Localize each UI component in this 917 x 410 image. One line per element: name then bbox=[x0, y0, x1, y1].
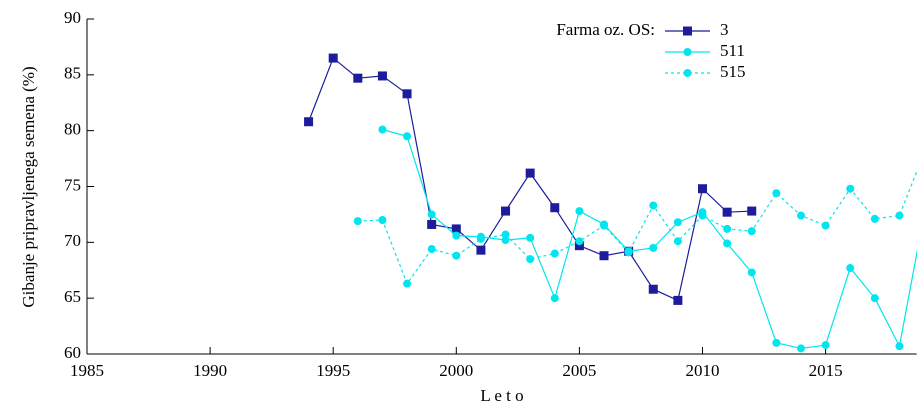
marker bbox=[476, 245, 486, 255]
marker bbox=[698, 184, 707, 194]
marker bbox=[624, 248, 633, 257]
marker bbox=[328, 53, 338, 63]
marker bbox=[870, 214, 879, 223]
marker bbox=[648, 284, 658, 294]
marker bbox=[550, 294, 559, 303]
y-tick-label: 85 bbox=[64, 64, 81, 83]
y-tick-label: 65 bbox=[64, 287, 81, 306]
marker bbox=[796, 344, 805, 353]
marker bbox=[525, 168, 535, 178]
marker bbox=[501, 206, 511, 216]
marker bbox=[772, 338, 781, 347]
x-tick-label: 2010 bbox=[686, 361, 720, 380]
marker bbox=[501, 230, 510, 239]
marker bbox=[673, 237, 682, 246]
marker bbox=[451, 224, 461, 234]
marker bbox=[649, 243, 658, 252]
x-tick-label: 1995 bbox=[316, 361, 350, 380]
y-tick-label: 75 bbox=[64, 175, 81, 194]
y-tick-label: 80 bbox=[64, 120, 81, 139]
marker bbox=[821, 221, 830, 230]
marker bbox=[600, 221, 609, 230]
marker bbox=[550, 249, 559, 258]
marker bbox=[722, 207, 732, 217]
y-axis-label: Gibanje pripravljenega semena (%) bbox=[19, 66, 38, 307]
marker bbox=[846, 184, 855, 193]
legend-title: Farma oz. OS: bbox=[556, 20, 655, 39]
plot-area bbox=[304, 53, 917, 353]
marker bbox=[895, 342, 904, 351]
x-axis-label: L e t o bbox=[480, 386, 523, 405]
x-tick-label: 2015 bbox=[809, 361, 843, 380]
marker bbox=[403, 132, 412, 141]
marker bbox=[821, 341, 830, 350]
marker bbox=[378, 125, 387, 134]
marker bbox=[673, 218, 682, 227]
marker bbox=[353, 217, 362, 226]
legend-marker bbox=[683, 48, 692, 56]
marker bbox=[427, 245, 436, 254]
marker bbox=[575, 237, 584, 246]
marker bbox=[870, 294, 879, 303]
marker bbox=[452, 251, 461, 260]
marker bbox=[501, 236, 510, 245]
marker bbox=[599, 251, 609, 261]
marker bbox=[723, 239, 732, 248]
marker bbox=[402, 89, 412, 99]
marker bbox=[673, 295, 683, 305]
marker bbox=[476, 234, 485, 243]
marker bbox=[377, 71, 387, 81]
marker bbox=[427, 219, 437, 229]
legend-label: 511 bbox=[720, 41, 745, 60]
marker bbox=[378, 216, 387, 224]
y-tick-label: 70 bbox=[64, 231, 81, 250]
marker bbox=[574, 241, 584, 251]
marker bbox=[698, 211, 707, 220]
marker bbox=[747, 227, 756, 236]
marker bbox=[747, 268, 756, 277]
marker bbox=[403, 279, 412, 288]
series-line bbox=[308, 57, 752, 302]
legend-label: 3 bbox=[720, 20, 729, 39]
marker bbox=[304, 117, 314, 127]
x-tick-label: 1990 bbox=[193, 361, 227, 380]
marker bbox=[353, 73, 363, 83]
marker bbox=[452, 231, 461, 240]
marker bbox=[796, 211, 805, 220]
legend-marker bbox=[683, 26, 692, 36]
x-tick-label: 2000 bbox=[439, 361, 473, 380]
marker bbox=[526, 233, 535, 242]
marker bbox=[895, 211, 904, 220]
series-line bbox=[382, 128, 917, 350]
y-tick-label: 90 bbox=[64, 8, 81, 27]
marker bbox=[723, 224, 732, 233]
marker bbox=[747, 206, 757, 216]
y-tick-label: 60 bbox=[64, 343, 81, 362]
series-line bbox=[357, 169, 917, 285]
legend-marker bbox=[683, 69, 692, 77]
legend-label: 515 bbox=[720, 62, 746, 81]
marker bbox=[649, 201, 658, 210]
marker bbox=[427, 210, 436, 219]
x-tick-label: 1985 bbox=[70, 361, 104, 380]
marker bbox=[846, 264, 855, 273]
x-tick-label: 2005 bbox=[562, 361, 596, 380]
marker bbox=[772, 189, 781, 198]
marker bbox=[575, 207, 584, 216]
marker bbox=[526, 255, 535, 264]
marker bbox=[550, 203, 560, 213]
